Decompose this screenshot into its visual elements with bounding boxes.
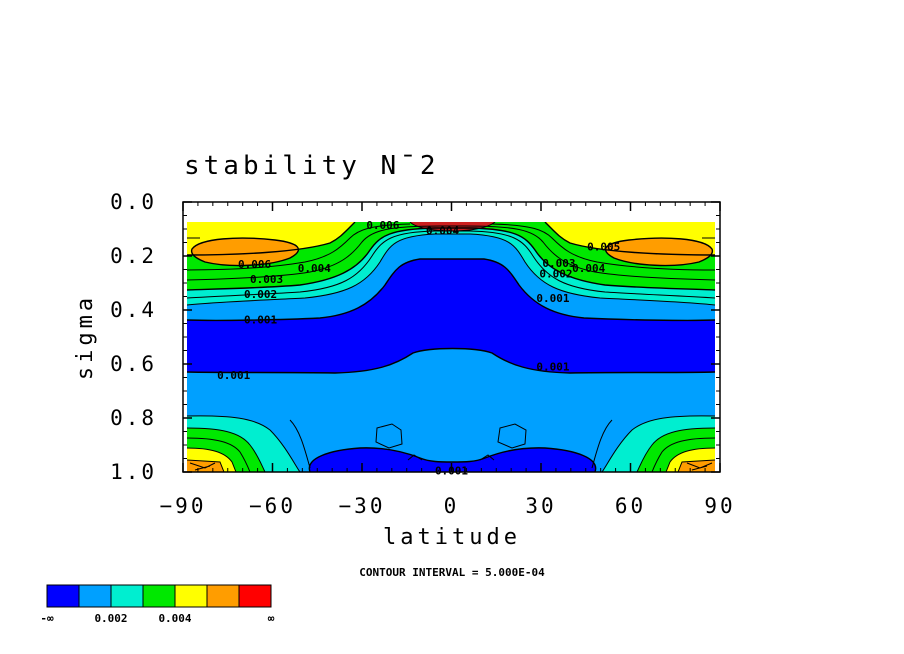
contour-line [187,347,715,374]
contour-line [187,223,411,271]
fill-band-orange-right [605,238,713,266]
contour-line [375,423,403,449]
fill-band-orange-left [191,238,299,266]
fill-band-blue-surface [309,447,596,472]
contour-line [187,225,715,281]
contour-line [604,237,714,267]
contour-line [187,258,715,322]
contour-line [407,454,495,461]
contour-lines [187,222,715,472]
colorbar-swatch [174,584,208,608]
contour-label: 0.004 [572,262,605,275]
contour-label: 0.001 [244,313,277,326]
contour-label: 0.001 [536,361,569,374]
contour-label: 0.002 [539,268,572,281]
contour-label: 0.002 [244,288,277,301]
x-tick-label: 60 [615,494,646,518]
contour-line [187,415,301,472]
y-tick-label: 1.0 [110,460,157,484]
x-tick-label: −30 [339,494,386,518]
y-tick-label: 0.8 [110,406,157,430]
contour-line [289,419,613,469]
colorbar-label: 0.004 [158,612,191,625]
colorbar-label: -∞ [40,612,54,625]
contour-line [497,423,527,449]
y-tick-label: 0.0 [110,190,157,214]
x-tick-label: 0 [444,494,460,518]
contour-line [544,222,715,256]
colorbar-labels: -∞ 0.002 0.004 ∞ [40,612,274,625]
contour-line [187,222,356,256]
contour-interval-note: CONTOUR INTERVAL = 5.000E-04 [359,566,545,579]
contour-line [636,427,715,472]
contour-line [187,447,715,472]
colorbar-swatch [46,584,80,608]
contour-line [187,427,266,472]
colorbar-swatch [78,584,112,608]
y-tick-label: 0.4 [110,298,157,322]
contour-line [190,237,300,267]
y-tick-label: 0.6 [110,352,157,376]
contour-label: 0.003 [542,257,575,270]
x-tick-labels: −90 −60 −30 0 30 60 90 [160,494,735,518]
contour-label: 0.005 [587,241,620,254]
contour-line [187,437,251,472]
contour-label: 0.001 [217,369,250,382]
contour-label: 0.003 [250,273,283,286]
x-tick-label: −60 [249,494,296,518]
contour-line [187,459,715,472]
x-axis-label: latitude [383,525,521,550]
colorbar-label: 0.002 [94,612,127,625]
contour-line [409,222,496,232]
y-tick-label: 0.2 [110,244,157,268]
contour-line [601,415,715,472]
contour-line [187,227,715,291]
axis-ticks [182,201,721,473]
contour-label: 0.001 [536,292,569,305]
x-tick-label: 30 [525,494,556,518]
x-tick-label: 90 [704,494,735,518]
colorbar [46,584,272,608]
colorbar-swatch [142,584,176,608]
y-tick-labels: 0.0 0.2 0.4 0.6 0.8 1.0 [110,190,157,484]
contour-label: 0.004 [298,262,331,275]
chart-title: stability N¯2 [184,151,440,181]
contour-label: 0.006 [238,258,271,271]
colorbar-label: ∞ [268,612,275,625]
contour-label: 0.004 [426,224,459,237]
contour-line [189,462,713,471]
contour-label: 0.006 [366,219,399,232]
x-tick-label: −90 [160,494,207,518]
fill-band-blue-core [187,259,715,373]
contour-line [308,447,597,472]
y-axis-label: sigma [73,294,98,380]
contour-line [187,233,715,306]
colorbar-swatch [206,584,240,608]
colorbar-swatch [110,584,144,608]
colorbar-swatch [238,584,272,608]
contour-line [651,437,715,472]
contour-line [491,223,715,271]
